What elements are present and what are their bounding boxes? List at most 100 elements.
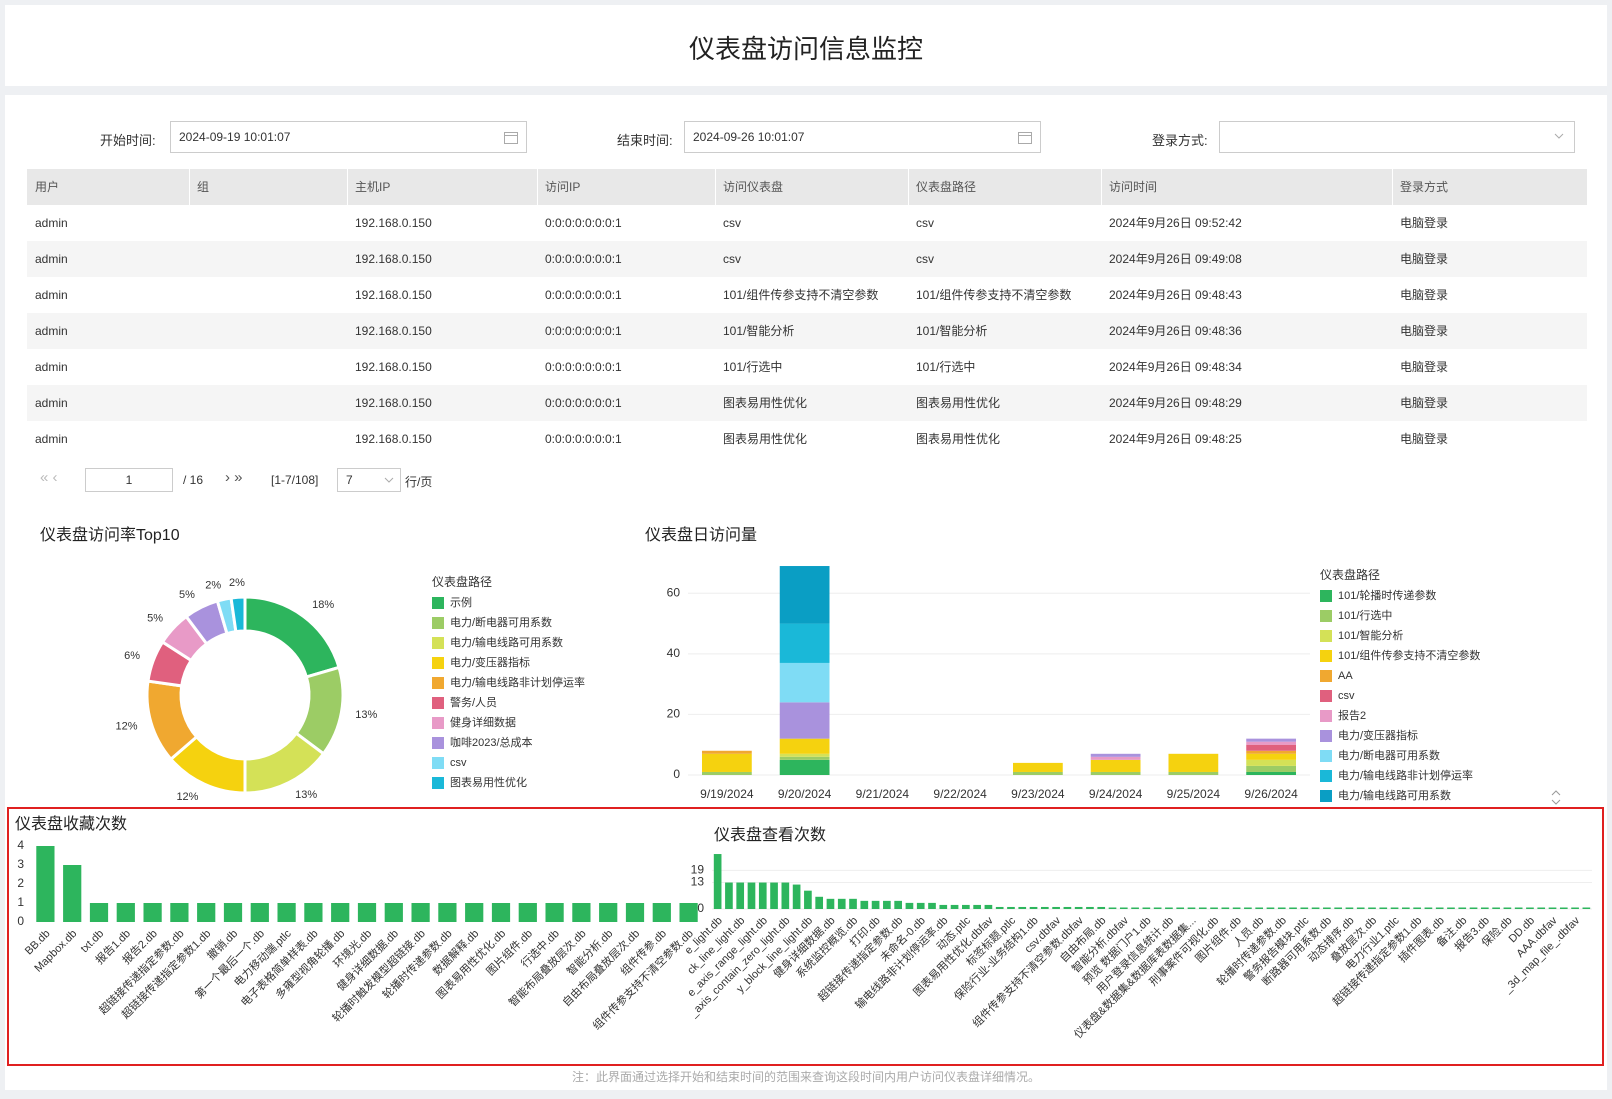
bar	[250, 903, 269, 922]
y-tick-label: 3	[17, 857, 24, 871]
scroll-icon[interactable]	[1551, 790, 1561, 805]
legend-label: 警务/人员	[450, 695, 497, 709]
legend-label: 电力/输电线路非计划停运率	[1338, 768, 1473, 782]
bar	[792, 884, 801, 909]
bar	[652, 903, 671, 922]
legend-swatch	[432, 677, 444, 689]
legend-label: 电力/输电线路非计划停运率	[450, 675, 585, 689]
legend-swatch	[1320, 690, 1332, 702]
legend-label: 图表易用性优化	[450, 775, 527, 789]
start-input[interactable]: 2024-09-19 10:01:07	[170, 121, 527, 153]
bar	[1311, 907, 1320, 909]
bar	[1413, 907, 1421, 909]
main-card: 开始时间: 2024-09-19 10:01:07 结束时间: 2024-09-…	[5, 95, 1607, 1090]
bar-segment	[779, 702, 830, 739]
bar-segment	[1168, 771, 1219, 775]
legend-swatch	[1320, 790, 1332, 802]
bar	[883, 900, 891, 909]
bar-segment	[779, 566, 830, 624]
chart-title: 仪表盘查看次数	[714, 825, 826, 844]
next-last-icons[interactable]: › »	[225, 469, 243, 486]
bar	[770, 882, 778, 909]
bar	[1435, 907, 1444, 909]
bar	[384, 903, 403, 922]
legend-swatch	[432, 737, 444, 749]
bar	[438, 903, 457, 922]
page-range: [1-7/108]	[271, 473, 319, 487]
bar	[713, 854, 722, 909]
row-stripe	[27, 241, 1587, 277]
legend-swatch	[1320, 710, 1332, 722]
bar	[572, 903, 591, 922]
row-stripe	[27, 313, 1587, 349]
bar	[1040, 906, 1049, 909]
login-select[interactable]	[1219, 121, 1575, 153]
bar	[1018, 906, 1027, 909]
table-cell: 0:0:0:0:0:0:0:1	[545, 432, 622, 446]
bar	[849, 898, 857, 909]
legend-label: csv	[1338, 690, 1355, 702]
legend-swatch	[1320, 770, 1332, 782]
table-cell: 电脑登录	[1400, 252, 1449, 266]
table: 用户 组 主机IP 访问IP 访问仪表盘 仪表盘路径 访问时间 登录方式 admin 192.16…	[27, 169, 1587, 457]
slice-label: 2%	[205, 579, 221, 591]
legend-swatch	[1320, 650, 1332, 662]
bar	[1086, 906, 1094, 909]
x-tick-label: 9/21/2024	[856, 787, 910, 801]
bar-segment	[1246, 750, 1297, 754]
bar-segment	[1090, 771, 1141, 775]
legend-label: 电力/输电线路可用系数	[450, 635, 563, 649]
page-title: 仪表盘访问信息监控	[688, 34, 923, 64]
table-cell: admin	[35, 432, 68, 446]
table-cell: 图表易用性优化	[723, 396, 808, 410]
bar	[625, 903, 645, 922]
table-cell: csv	[723, 252, 741, 266]
first-prev-icons[interactable]: « ‹	[40, 469, 58, 486]
slice-label: 12%	[116, 720, 138, 732]
bar	[223, 903, 243, 922]
column-divider	[908, 169, 909, 205]
note: 注：此界面通过选择开始和结束时间的范围来查询这段时间内用户访问仪表盘详细情况。	[571, 1070, 1040, 1084]
table-cell: 0:0:0:0:0:0:0:1	[545, 324, 622, 338]
bar	[1277, 907, 1286, 909]
table-cell: 101/智能分析	[723, 324, 795, 338]
end-input[interactable]: 2024-09-26 10:01:07	[684, 121, 1041, 153]
bar	[1514, 907, 1523, 909]
legend-label: 健身详细数据	[450, 715, 516, 729]
table-cell: 192.168.0.150	[355, 288, 432, 302]
bar	[1255, 907, 1264, 909]
y-tick-label: 1	[17, 895, 24, 909]
bar	[1548, 907, 1557, 909]
legend-swatch	[432, 717, 444, 729]
bar-segment	[1090, 753, 1141, 757]
column-divider	[189, 169, 190, 205]
table-cell: csv	[723, 216, 741, 230]
bar	[1198, 907, 1207, 909]
bar	[1289, 907, 1297, 909]
bar-segment	[701, 771, 752, 775]
bar	[1244, 907, 1252, 909]
column-header: 访问时间	[1109, 180, 1158, 194]
table-cell: 2024年9月26日 09:48:36	[1109, 324, 1242, 338]
x-tick-label: 9/22/2024	[933, 787, 987, 801]
page-total: / 16	[183, 473, 204, 487]
slice-label: 13%	[295, 789, 317, 801]
page-size-select[interactable]: 7	[337, 468, 401, 492]
start-value: 2024-09-19 10:01:07	[179, 130, 291, 144]
bar	[1424, 907, 1433, 909]
table-cell: 101/组件传参支持不清空参数	[723, 288, 879, 302]
bar	[36, 846, 55, 922]
page-input[interactable]: 1	[85, 468, 173, 492]
legend-swatch	[432, 777, 444, 789]
chart-title: 仪表盘访问率Top10	[40, 525, 180, 544]
bar	[758, 882, 767, 909]
table-cell: 图表易用性优化	[916, 432, 1001, 446]
table-cell: 101/行选中	[723, 360, 783, 374]
column-divider	[715, 169, 716, 205]
table-cell: 电脑登录	[1400, 216, 1449, 230]
table-cell: admin	[35, 288, 68, 302]
bar-segment	[701, 753, 752, 772]
bar	[304, 903, 323, 922]
bar-segment	[779, 738, 830, 754]
table-cell: 192.168.0.150	[355, 432, 432, 446]
